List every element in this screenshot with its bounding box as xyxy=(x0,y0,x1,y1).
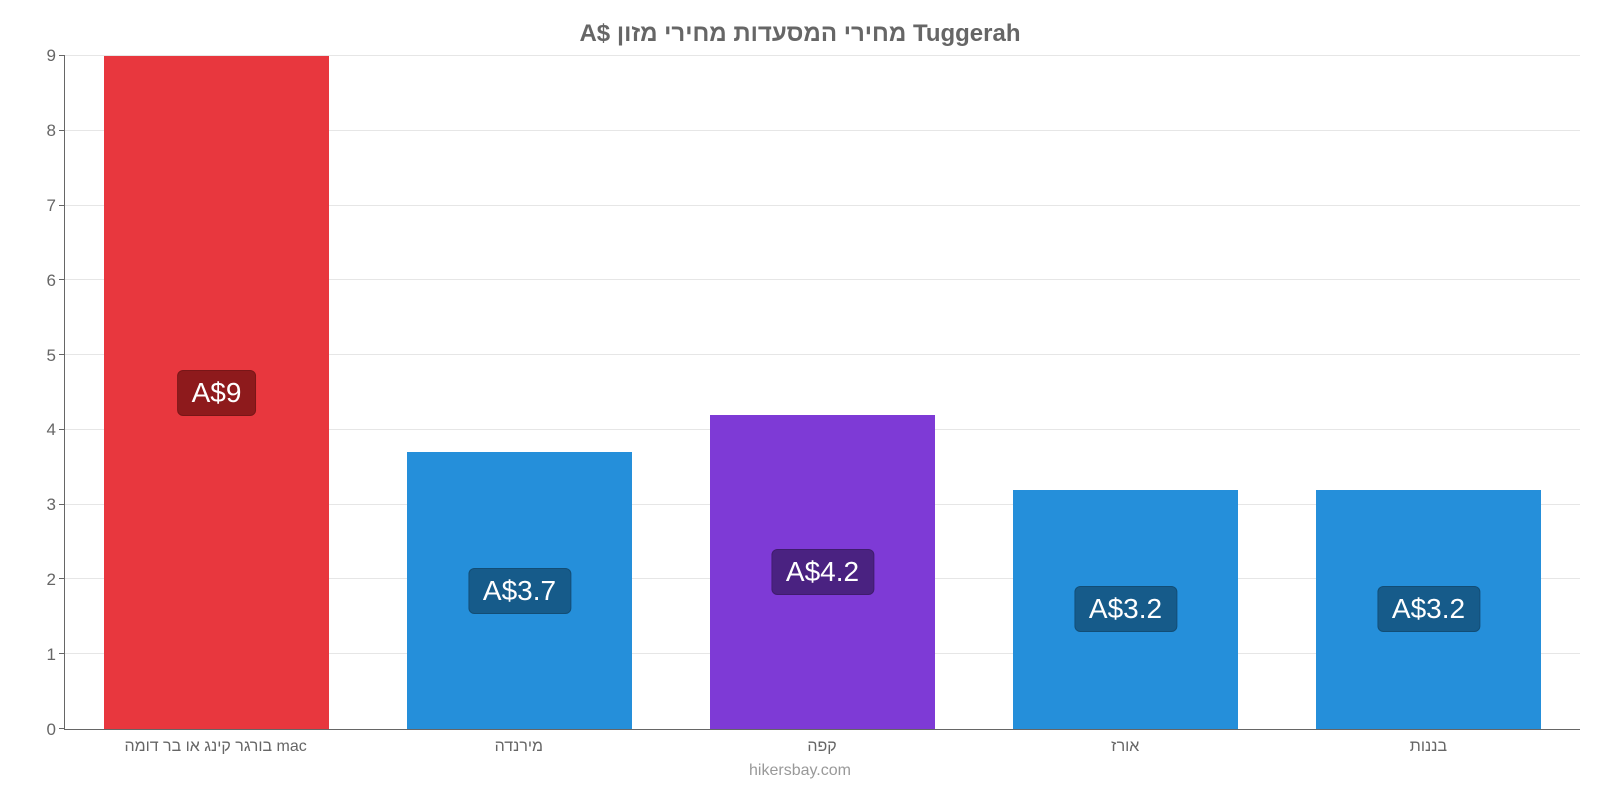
chart-title: A$ מחירי המסעדות מחירי מזון Tuggerah xyxy=(20,20,1580,48)
y-tick-label: 1 xyxy=(47,645,56,665)
y-tick-label: 9 xyxy=(47,46,56,66)
value-badge: A$3.7 xyxy=(468,568,571,614)
bar-slot: A$3.2 xyxy=(1277,56,1580,729)
bar: A$3.2 xyxy=(1316,490,1540,729)
x-axis-labels: בורגר קינג או בר דומה macמירנדהקפהאורזבנ… xyxy=(64,738,1580,756)
value-badge: A$4.2 xyxy=(771,549,874,595)
bar-slot: A$3.7 xyxy=(368,56,671,729)
x-axis-label: בורגר קינג או בר דומה mac xyxy=(64,738,367,756)
y-tick-label: 4 xyxy=(47,420,56,440)
y-tick-label: 2 xyxy=(47,570,56,590)
bars-container: A$9 A$3.7 A$4.2 A$3.2 A$3.2 xyxy=(65,56,1580,729)
value-badge: A$9 xyxy=(177,370,257,416)
x-axis-label: קפה xyxy=(670,738,973,756)
value-badge: A$3.2 xyxy=(1074,586,1177,632)
bar: A$9 xyxy=(104,56,328,729)
chart-footer: hikersbay.com xyxy=(20,762,1580,780)
y-tick-label: 5 xyxy=(47,346,56,366)
x-axis-label: אורז xyxy=(974,738,1277,756)
y-axis: 0123456789 xyxy=(20,56,64,730)
bar: A$3.2 xyxy=(1013,490,1237,729)
y-tick-label: 7 xyxy=(47,196,56,216)
bar-slot: A$3.2 xyxy=(974,56,1277,729)
bar-slot: A$4.2 xyxy=(671,56,974,729)
bar: A$4.2 xyxy=(710,415,934,729)
x-axis-label: מירנדה xyxy=(367,738,670,756)
value-badge: A$3.2 xyxy=(1377,586,1480,632)
price-chart: A$ מחירי המסעדות מחירי מזון Tuggerah 0 1 2… xyxy=(20,20,1580,780)
y-tick-label: 6 xyxy=(47,271,56,291)
y-tick-label: 8 xyxy=(47,121,56,141)
plot-area: A$9 A$3.7 A$4.2 A$3.2 A$3.2 xyxy=(64,56,1580,730)
bar-slot: A$9 xyxy=(65,56,368,729)
bar: A$3.7 xyxy=(407,452,631,729)
y-tick-label: 0 xyxy=(47,720,56,740)
y-tick-label: 3 xyxy=(47,495,56,515)
x-axis-label: בננות xyxy=(1277,738,1580,756)
plot-row: 0123456789 A$9A$3.7A$4.2A$3.2A$3.2 xyxy=(20,56,1580,730)
